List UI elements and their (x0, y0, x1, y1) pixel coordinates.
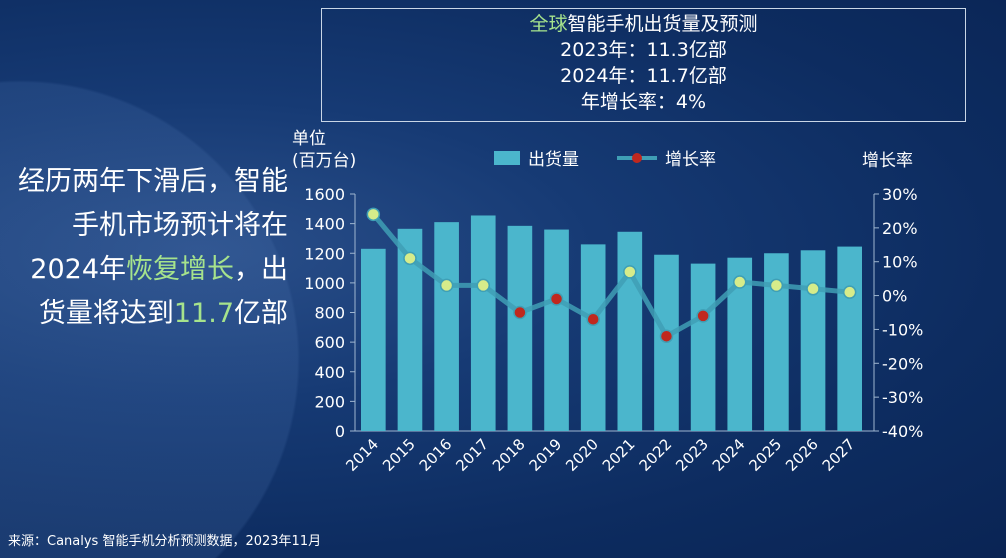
growth-point-2014 (366, 207, 381, 222)
x-tick-label: 2014 (342, 435, 382, 475)
headline: 经历两年下滑后，智能手机市场预计将在2024年恢复增长，出货量将达到11.7亿部 (18, 160, 288, 336)
headline-highlight: 11.7 (173, 298, 234, 329)
x-tick-label: 2018 (489, 435, 529, 475)
growth-point-2019 (549, 292, 564, 306)
y2-tick-label: 10% (882, 253, 918, 272)
x-tick-label: 2020 (562, 435, 602, 475)
growth-point-2017 (476, 278, 490, 293)
x-tick-label: 2015 (379, 435, 419, 475)
y-tick-label: 400 (314, 363, 345, 382)
source-note: 来源：Canalys 智能手机分析预测数据，2023年11月 (8, 534, 322, 549)
growth-point-2023 (696, 309, 710, 323)
legend-bar-label: 出货量 (528, 150, 579, 170)
x-tick-label: 2016 (416, 435, 456, 475)
x-tick-label: 2017 (452, 435, 492, 475)
bar-2023 (690, 263, 716, 431)
bar-2020 (580, 244, 606, 431)
headline-highlight: 恢复增长 (126, 254, 234, 285)
growth-point-2024 (733, 275, 747, 289)
x-tick-label: 2022 (636, 435, 676, 475)
legend-bar-swatch (494, 150, 520, 165)
y-tick-label: 800 (314, 304, 345, 323)
title-highlight: 全球 (529, 13, 568, 35)
x-tick-label: 2019 (526, 435, 566, 475)
bar-2018 (507, 225, 533, 431)
legend: 出货量 增长率 (494, 145, 716, 170)
growth-point-2025 (769, 278, 784, 293)
growth-point-2022 (659, 329, 674, 343)
bar-2027 (837, 246, 862, 431)
bar-2016 (434, 222, 459, 431)
legend-line-swatch (617, 152, 657, 163)
bar-2017 (470, 215, 496, 431)
y-tick-label: 1600 (304, 185, 345, 204)
legend-line-label: 增长率 (665, 150, 716, 170)
bar-2014 (361, 248, 386, 431)
growth-point-2026 (806, 282, 820, 296)
summary-growth: 年增长率：4% (580, 91, 707, 113)
y2-tick-label: 30% (882, 185, 918, 204)
y2-tick-label: -40% (882, 422, 923, 441)
x-tick-label: 2021 (599, 435, 639, 475)
headline-part: 经历两年下滑后，智能手机市场预计将在2024年 (18, 166, 288, 285)
growth-point-2027 (842, 285, 857, 299)
y2-axis-label: 增长率 (862, 151, 913, 171)
y2-tick-label: -10% (882, 320, 923, 339)
y-tick-label: 1000 (304, 274, 345, 293)
y-tick-label: 1200 (304, 244, 345, 263)
x-tick-label: 2023 (672, 435, 712, 475)
title: 智能手机出货量及预测 (567, 13, 758, 35)
y-axis-label-line: 单位 (292, 129, 326, 149)
growth-point-2021 (623, 265, 637, 279)
summary-box: 全球智能手机出货量及预测 2023年：11.3亿部 2024年：11.7亿部 年… (321, 8, 966, 122)
growth-point-2015 (403, 251, 417, 266)
y-axis-label: 单位 (百万台) (292, 128, 356, 172)
bar-2019 (544, 229, 569, 431)
summary-2024: 2024年：11.7亿部 (560, 65, 727, 87)
growth-point-2018 (513, 305, 527, 320)
x-tick-label: 2026 (782, 435, 822, 475)
y2-tick-label: -20% (882, 354, 923, 373)
growth-point-2016 (439, 278, 454, 293)
y2-tick-label: 20% (882, 219, 918, 238)
y2-tick-label: 0% (882, 287, 907, 306)
headline-part: 亿部 (234, 298, 288, 329)
bar-2021 (617, 231, 643, 431)
y-tick-label: 200 (314, 392, 345, 411)
y-tick-label: 1400 (304, 215, 345, 234)
summary-2023: 2023年：11.3亿部 (560, 39, 727, 61)
y2-tick-label: -30% (882, 388, 923, 407)
y-tick-label: 0 (335, 422, 345, 441)
x-tick-label: 2024 (709, 435, 749, 475)
growth-point-2020 (586, 312, 600, 327)
headline-part: ，出货量将达到 (38, 254, 288, 329)
bar-2026 (800, 250, 826, 431)
y-axis-label-line: (百万台) (292, 151, 357, 171)
x-tick-label: 2025 (745, 435, 785, 475)
y-tick-label: 600 (314, 333, 345, 352)
x-tick-label: 2027 (819, 435, 859, 475)
